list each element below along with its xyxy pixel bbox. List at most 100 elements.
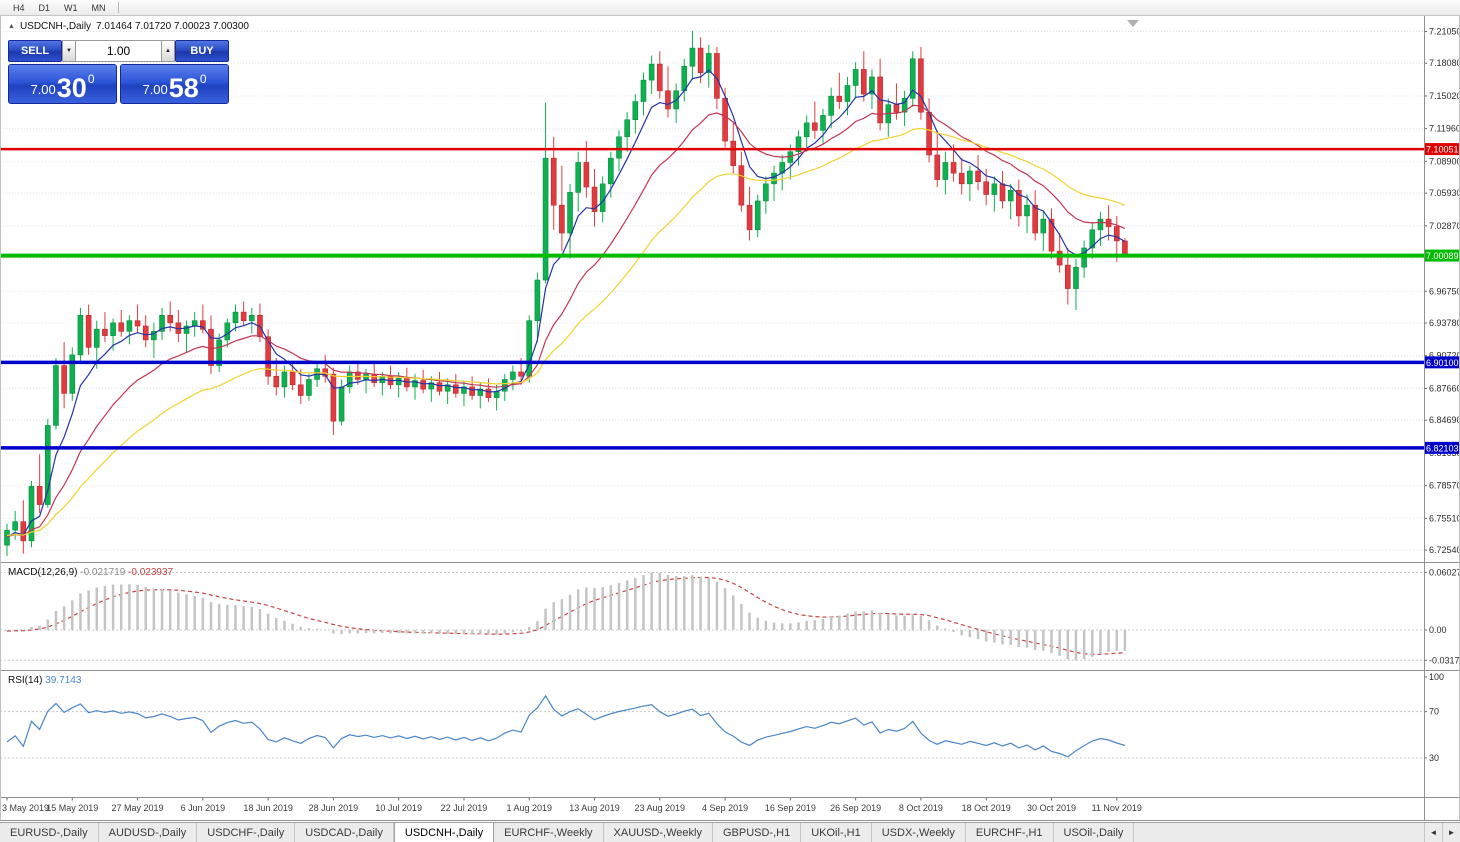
ma-line-32	[6, 127, 1126, 537]
one-click-trading-widget: SELL ▼ 1.00 ▲ BUY 7.00 30 0 7.00 58 0	[8, 40, 229, 104]
price-grid	[0, 31, 1424, 551]
svg-text:8 Oct 2019: 8 Oct 2019	[899, 803, 943, 813]
svg-text:26 Sep 2019: 26 Sep 2019	[830, 803, 881, 813]
svg-text:27 May 2019: 27 May 2019	[112, 803, 164, 813]
svg-text:6.82103: 6.82103	[1426, 443, 1459, 453]
tab-usdx-weekly[interactable]: USDX-,Weekly	[871, 823, 966, 842]
symbol-ohlc-readout: ▲ USDCNH-,Daily 7.01464 7.01720 7.00023 …	[8, 21, 249, 32]
tab-audusd-daily[interactable]: AUDUSD-,Daily	[98, 823, 198, 842]
svg-text:6.84690: 6.84690	[1429, 415, 1460, 425]
svg-text:6.72540: 6.72540	[1429, 545, 1460, 555]
macd-signal-line	[6, 576, 1125, 656]
sell-price-point: 0	[87, 72, 95, 86]
svg-text:7.05930: 7.05930	[1429, 188, 1460, 198]
rsi-title: RSI(14) 39.7143	[8, 675, 82, 686]
ohlc-values: 7.01464 7.01720 7.00023 7.00300	[96, 21, 249, 32]
svg-text:1 Aug 2019: 1 Aug 2019	[506, 803, 552, 813]
svg-text:30: 30	[1429, 753, 1439, 763]
svg-text:7.11960: 7.11960	[1429, 124, 1460, 134]
chart-shift-marker-icon	[1127, 20, 1139, 27]
svg-text:22 Jul 2019: 22 Jul 2019	[441, 803, 488, 813]
moving-average-lines	[6, 69, 1126, 538]
tab-xauusd-weekly[interactable]: XAUUSD-,Weekly	[603, 823, 713, 842]
tab-usdchf-daily[interactable]: USDCHF-,Daily	[197, 823, 296, 842]
svg-text:18 Jun 2019: 18 Jun 2019	[243, 803, 293, 813]
svg-text:6 Jun 2019: 6 Jun 2019	[181, 803, 226, 813]
svg-text:28 Jun 2019: 28 Jun 2019	[309, 803, 359, 813]
chart-tabs-bar: EURUSD-,Daily AUDUSD-,Daily USDCHF-,Daily U…	[0, 822, 1460, 842]
sell-price-panel[interactable]: 7.00 30 0	[8, 64, 117, 104]
tabs-spacer	[1134, 823, 1424, 842]
timeframe-button-d1[interactable]: D1	[38, 2, 51, 13]
buy-price-prefix: 7.00	[142, 82, 168, 97]
svg-text:7.02870: 7.02870	[1429, 221, 1460, 231]
svg-text:7.15020: 7.15020	[1429, 91, 1460, 101]
svg-text:4 Sep 2019: 4 Sep 2019	[702, 803, 748, 813]
svg-text:16 Sep 2019: 16 Sep 2019	[765, 803, 816, 813]
tab-usdcad-daily[interactable]: USDCAD-,Daily	[295, 823, 394, 842]
sell-price-prefix: 7.00	[30, 82, 56, 97]
macd-panel: 0.06027 0.00 -0.03172 MACD(12,26,9) -0.0217…	[0, 567, 1460, 665]
timeframe-button-h4[interactable]: H4	[13, 2, 25, 13]
svg-text:10 Jul 2019: 10 Jul 2019	[375, 803, 422, 813]
tab-eurusd-daily[interactable]: EURUSD-,Daily	[0, 823, 99, 842]
svg-text:7.18080: 7.18080	[1429, 58, 1460, 68]
horizontal-lines: 7.10051 7.00089 6.90100 6.82103	[0, 143, 1460, 454]
svg-text:7.08900: 7.08900	[1429, 156, 1460, 166]
buy-price-pips: 58	[168, 73, 199, 104]
svg-text:3 May 2019: 3 May 2019	[2, 803, 49, 813]
tab-usoil-daily[interactable]: USOil-,Daily	[1053, 823, 1135, 842]
svg-text:6.93780: 6.93780	[1429, 318, 1460, 328]
svg-text:100: 100	[1429, 672, 1444, 682]
trade-prices-row: 7.00 30 0 7.00 58 0	[8, 64, 229, 104]
buy-price-point: 0	[199, 72, 207, 86]
svg-text:7.00089: 7.00089	[1426, 251, 1459, 261]
tab-eurchf-weekly[interactable]: EURCHF-,Weekly	[494, 823, 604, 842]
svg-text:30 Oct 2019: 30 Oct 2019	[1027, 803, 1076, 813]
tab-usdcnh-daily[interactable]: USDCNH-,Daily	[393, 823, 495, 842]
buy-price-panel[interactable]: 7.00 58 0	[120, 64, 229, 104]
volume-input[interactable]: 1.00	[76, 40, 161, 62]
sell-price-pips: 30	[56, 73, 87, 104]
tabs-scroll-right-icon[interactable]: ►	[1442, 823, 1460, 842]
macd-title: MACD(12,26,9) -0.021719 -0.023937	[8, 567, 174, 578]
trade-controls-row: SELL ▼ 1.00 ▲ BUY	[8, 40, 229, 62]
macd-histogram	[5, 572, 1127, 661]
svg-text:-0.03172: -0.03172	[1429, 655, 1460, 665]
svg-text:0.00: 0.00	[1429, 625, 1447, 635]
svg-text:15 May 2019: 15 May 2019	[46, 803, 98, 813]
svg-text:6.87660: 6.87660	[1429, 383, 1460, 393]
toolbar-divider	[117, 2, 119, 13]
svg-text:6.90100: 6.90100	[1426, 358, 1459, 368]
volume-increase-button[interactable]: ▲	[161, 40, 175, 62]
tab-ukoil-h1[interactable]: UKOil-,H1	[801, 823, 872, 842]
svg-text:6.75510: 6.75510	[1429, 513, 1460, 523]
sell-button[interactable]: SELL	[8, 40, 62, 62]
tab-gbpusd-h1[interactable]: GBPUSD-,H1	[712, 823, 802, 842]
svg-text:6.96750: 6.96750	[1429, 286, 1460, 296]
svg-text:7.10051: 7.10051	[1426, 145, 1459, 155]
symbol-marker-icon: ▲	[8, 23, 15, 30]
svg-text:70: 70	[1429, 707, 1439, 717]
timeframe-button-mn[interactable]: MN	[91, 2, 106, 13]
timeframe-button-w1[interactable]: W1	[64, 2, 78, 13]
rsi-panel: 100 70 30 RSI(14) 39.7143	[0, 672, 1444, 763]
svg-text:7.21050: 7.21050	[1429, 27, 1460, 37]
tabs-scroll-left-icon[interactable]: ◄	[1424, 823, 1442, 842]
svg-text:0.06027: 0.06027	[1429, 567, 1460, 577]
tabs-nav: ◄ ►	[1424, 823, 1460, 842]
svg-text:6.78570: 6.78570	[1429, 481, 1460, 491]
tab-eurchf-h1[interactable]: EURCHF-,H1	[965, 823, 1054, 842]
timeframe-toolbar: H4 D1 W1 MN	[0, 0, 1460, 16]
svg-text:6.90720: 6.90720	[1429, 351, 1460, 361]
symbol-title: USDCNH-,Daily	[19, 21, 92, 32]
buy-button[interactable]: BUY	[175, 40, 229, 62]
volume-decrease-button[interactable]: ▼	[62, 40, 76, 62]
candles	[4, 30, 1128, 556]
svg-text:18 Oct 2019: 18 Oct 2019	[962, 803, 1011, 813]
svg-text:11 Nov 2019: 11 Nov 2019	[1092, 803, 1142, 813]
rsi-line	[6, 694, 1126, 758]
